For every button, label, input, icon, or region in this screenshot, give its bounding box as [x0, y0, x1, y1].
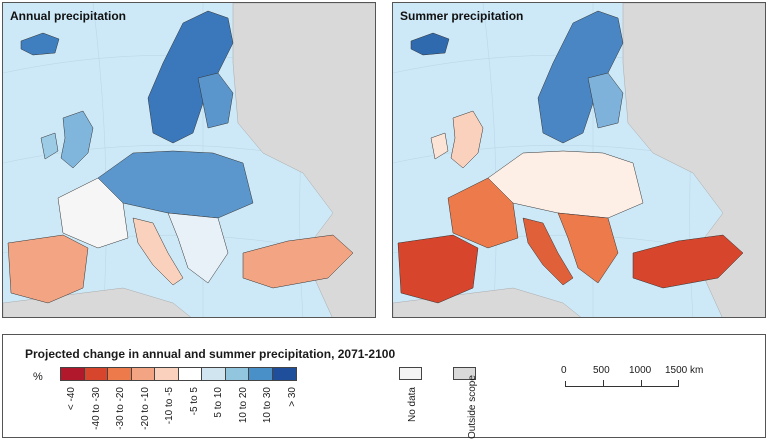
balkans: [167, 212, 229, 284]
legend-swatch-7: [225, 368, 249, 380]
great-britain: [60, 110, 94, 169]
scale-label-1000: 1000: [629, 365, 652, 376]
finland: [197, 72, 234, 129]
legend-swatch-2: [108, 368, 132, 380]
legend-swatch-1: [84, 368, 108, 380]
legend-swatch-6: [202, 368, 226, 380]
ireland: [40, 132, 59, 160]
legend-class-label-0: < -40: [66, 387, 77, 411]
no-data-swatch: [399, 367, 422, 380]
turkey: [632, 234, 744, 289]
legend-class-label-8: 10 to 30: [262, 387, 273, 424]
annual-precipitation-map: Annual precipitation: [2, 2, 376, 318]
summer-precipitation-map: Summer precipitation: [392, 2, 766, 318]
france: [447, 177, 519, 249]
central-europe: [97, 150, 254, 219]
italy: [132, 217, 184, 286]
legend-swatch-5: [178, 368, 202, 380]
ireland: [430, 132, 449, 160]
legend-color-scale: [60, 367, 297, 381]
legend-unit: %: [33, 371, 43, 383]
scale-label-500: 500: [593, 365, 610, 376]
scale-label-0: 0: [561, 365, 567, 376]
no-data-label: No data: [407, 387, 418, 423]
scandinavia: [537, 10, 624, 144]
iceland: [20, 32, 60, 56]
legend-class-label-3: -20 to -10: [139, 387, 151, 430]
legend-class-label-2: -30 to -20: [115, 387, 126, 430]
summer-map-graphic: [393, 3, 765, 317]
scale-label-1500: 1500 km: [665, 365, 704, 376]
outside-scope-label: Outside scope: [467, 375, 478, 439]
annual-map-graphic: [3, 3, 375, 317]
legend-class-label-4: -10 to -5: [164, 387, 175, 425]
legend-swatch-3: [131, 368, 155, 380]
turkey: [242, 234, 354, 289]
legend-class-label-6: 5 to 10: [213, 387, 224, 418]
scale-bar: [565, 380, 679, 387]
legend-swatch-9: [272, 368, 296, 380]
legend-swatch-4: [155, 368, 179, 380]
summer-map-title: Summer precipitation: [400, 9, 524, 23]
legend-class-label-1: -40 to -30: [90, 387, 102, 430]
central-europe: [487, 150, 644, 219]
legend-swatch-8: [249, 368, 273, 380]
great-britain: [450, 110, 484, 169]
scandinavia: [147, 10, 234, 144]
outside-scope-swatch: [453, 367, 476, 380]
iberia: [397, 234, 479, 304]
france: [57, 177, 129, 249]
finland: [587, 72, 624, 129]
legend: Projected change in annual and summer pr…: [2, 334, 766, 439]
annual-map-title: Annual precipitation: [10, 9, 127, 23]
legend-swatch-0: [61, 368, 85, 380]
legend-class-label-5: -5 to 5: [188, 387, 200, 416]
iberia: [7, 234, 89, 304]
legend-class-label-9: > 30: [286, 387, 298, 407]
iceland: [410, 32, 450, 56]
legend-title: Projected change in annual and summer pr…: [25, 347, 396, 361]
legend-class-label-7: 10 to 20: [237, 387, 249, 424]
balkans: [557, 212, 619, 284]
italy: [522, 217, 574, 286]
